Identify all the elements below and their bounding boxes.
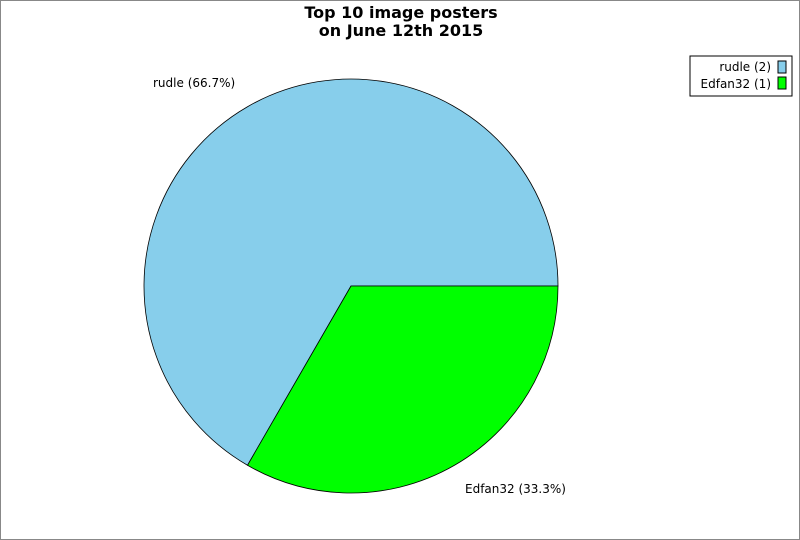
legend-swatch-rudle [777, 60, 787, 74]
legend: rudle (2) Edfan32 (1) [689, 55, 793, 97]
legend-box [689, 55, 793, 97]
pie-slice-edfan32 [246, 285, 559, 494]
pie-slice-rudle [143, 78, 559, 466]
slice-label-rudle: rudle (66.7%) [153, 76, 235, 90]
legend-swatch-edfan32 [777, 76, 787, 90]
chart-title-line2: on June 12th 2015 [319, 21, 484, 40]
slice-label-edfan32: Edfan32 (33.3%) [465, 482, 566, 496]
legend-entry-rudle: rudle (2) [719, 60, 771, 74]
chart-title-line1: Top 10 image posters [304, 3, 497, 22]
legend-entry-edfan32: Edfan32 (1) [701, 77, 771, 91]
